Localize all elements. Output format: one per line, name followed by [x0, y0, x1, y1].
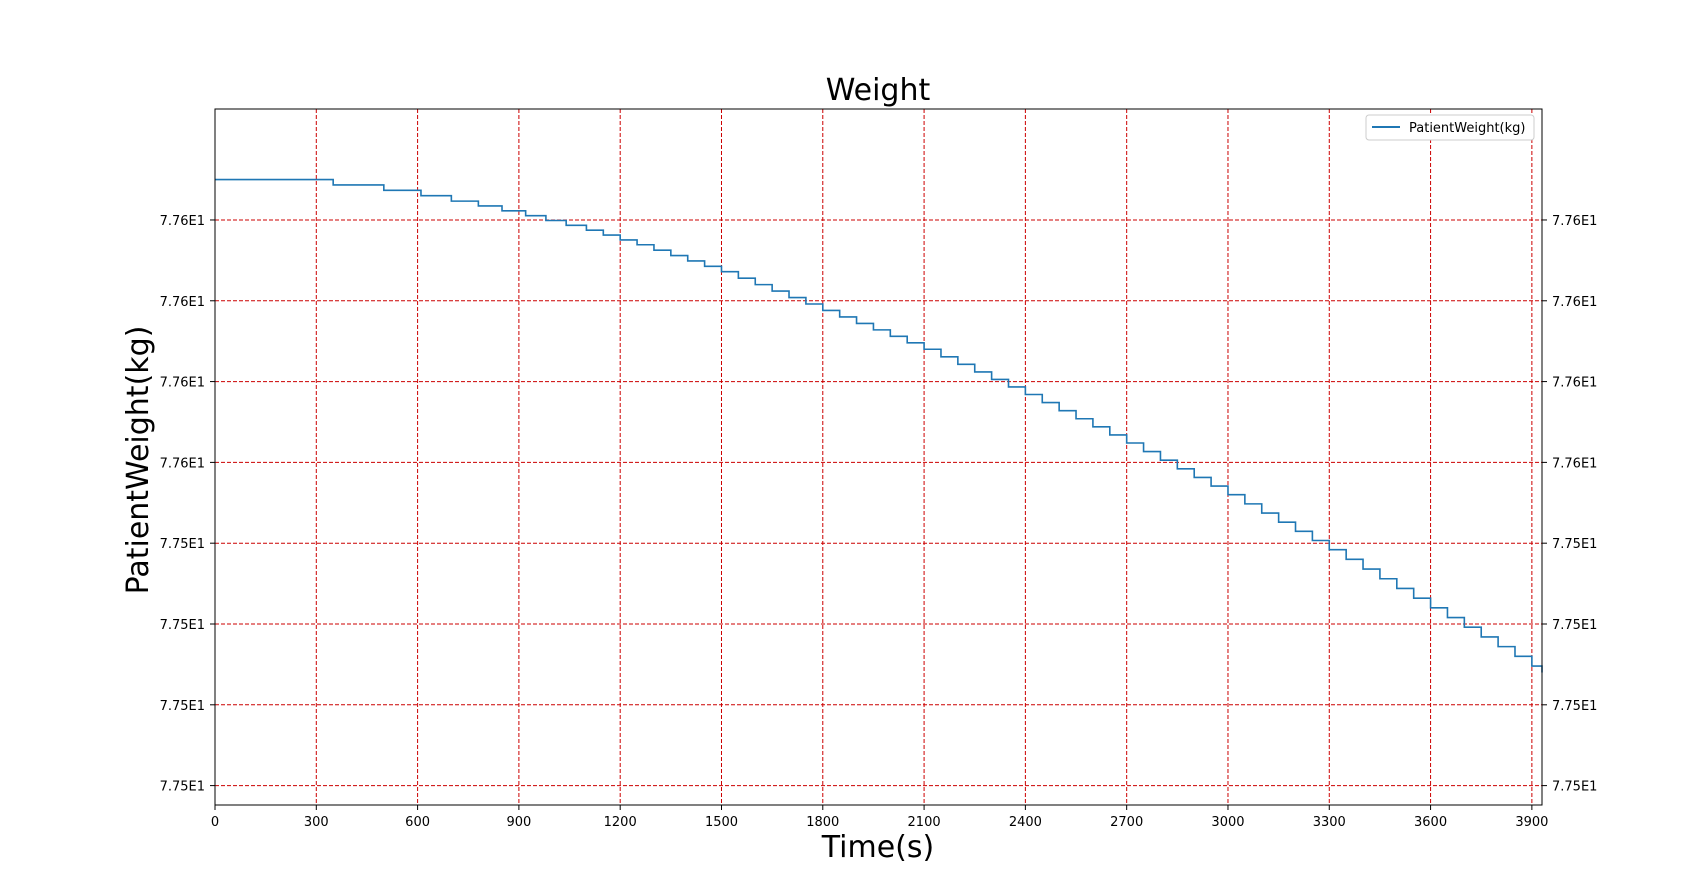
y-tick-label-left: 7.75E1 — [160, 780, 205, 795]
y-axis-ticks-right: 7.75E1 7.75E1 7.75E1 7.75E1 7.76E1 7.76E1 7.76… — [1542, 214, 1597, 795]
x-tick-label: 900 — [506, 815, 531, 830]
plot-area-frame — [214, 108, 1543, 806]
y-tick-label-right: 7.76E1 — [1552, 456, 1597, 471]
legend-box — [1365, 114, 1535, 141]
y-tick-label-right: 7.75E1 — [1552, 780, 1597, 795]
y-axis-ticks-left: 7.75E1 7.75E1 7.75E1 7.75E1 7.76E1 7.76E1 7.76… — [160, 214, 215, 795]
x-tick-label: 2400 — [1009, 815, 1042, 830]
y-tick-label-right: 7.76E1 — [1552, 214, 1597, 229]
x-tick-label: 3000 — [1211, 815, 1244, 830]
y-tick-label-left: 7.76E1 — [160, 214, 205, 229]
y-tick-label-left: 7.76E1 — [160, 376, 205, 391]
x-tick-label: 300 — [304, 815, 329, 830]
grid-lines — [215, 109, 1542, 805]
legend-entry-patientweight: PatientWeight(kg) — [1409, 121, 1525, 136]
x-axis-label: Time(s) — [821, 830, 934, 865]
x-tick-label: 1800 — [806, 815, 839, 830]
legend: PatientWeight(kg) — [1365, 114, 1535, 141]
x-tick-label: 3900 — [1515, 815, 1548, 830]
x-tick-label: 0 — [211, 815, 219, 830]
x-tick-label: 600 — [405, 815, 430, 830]
x-tick-label: 2100 — [908, 815, 941, 830]
y-tick-label-left: 7.75E1 — [160, 699, 205, 714]
y-tick-label-right: 7.75E1 — [1552, 699, 1597, 714]
x-tick-label: 3600 — [1414, 815, 1447, 830]
y-tick-label-left: 7.76E1 — [160, 456, 205, 471]
y-tick-label-right: 7.76E1 — [1552, 376, 1597, 391]
x-axis-ticks: 0 300 600 900 1200 1500 1800 2100 2400 2700 3000 33… — [211, 805, 1548, 830]
y-tick-label-left: 7.76E1 — [160, 295, 205, 310]
series-line-patientweight — [215, 178, 1543, 673]
x-tick-label: 1200 — [604, 815, 637, 830]
y-tick-label-right: 7.76E1 — [1552, 295, 1597, 310]
y-tick-label-left: 7.75E1 — [160, 618, 205, 633]
chart-title: Weight — [826, 73, 931, 108]
y-tick-label-right: 7.75E1 — [1552, 618, 1597, 633]
x-tick-label: 2700 — [1110, 815, 1143, 830]
y-tick-label-left: 7.75E1 — [160, 537, 205, 552]
x-tick-label: 1500 — [705, 815, 738, 830]
y-axis-label: PatientWeight(kg) — [121, 326, 156, 595]
y-tick-label-right: 7.75E1 — [1552, 537, 1597, 552]
series-layer — [215, 178, 1543, 673]
x-tick-label: 3300 — [1313, 815, 1346, 830]
